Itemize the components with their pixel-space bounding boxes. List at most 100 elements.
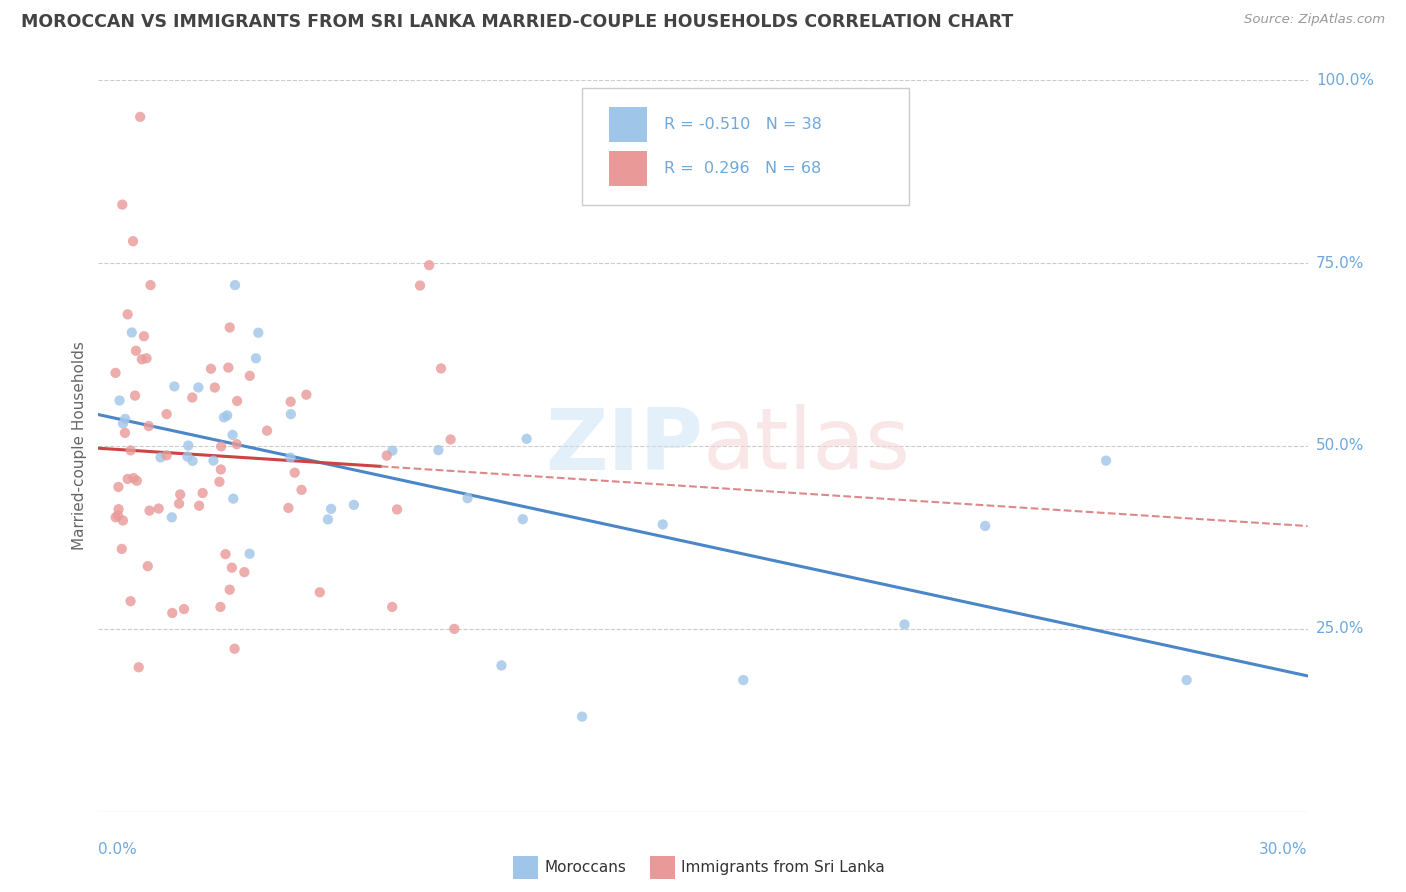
Point [651, 517, 673, 532]
Point [277, 500, 299, 515]
Point [308, 585, 330, 599]
Point [132, 329, 155, 343]
Point [120, 443, 142, 458]
Point [516, 432, 538, 446]
Point [381, 443, 404, 458]
Point [1175, 673, 1198, 687]
Point [108, 393, 131, 408]
Point [280, 394, 302, 409]
Point [217, 360, 239, 375]
Point [224, 278, 246, 293]
Bar [609, 107, 647, 143]
Point [733, 673, 755, 687]
Point [319, 501, 342, 516]
Text: 75.0%: 75.0% [1316, 256, 1364, 270]
Point [512, 512, 534, 526]
Point [160, 510, 183, 524]
Point [156, 448, 179, 462]
Point [169, 487, 191, 501]
Point [316, 512, 339, 526]
Point [893, 617, 915, 632]
Point [139, 278, 162, 293]
Point [430, 361, 453, 376]
Bar [609, 152, 647, 186]
Text: 100.0%: 100.0% [1316, 73, 1374, 87]
Point [290, 483, 312, 497]
Point [214, 547, 236, 561]
Point [173, 602, 195, 616]
Point [125, 343, 148, 358]
Point [202, 453, 225, 467]
Text: atlas: atlas [703, 404, 911, 488]
Point [188, 499, 211, 513]
Point [491, 658, 513, 673]
Point [221, 560, 243, 574]
Point [120, 594, 142, 608]
Point [209, 599, 232, 614]
Text: R =  0.296   N = 68: R = 0.296 N = 68 [664, 161, 821, 177]
Point [208, 475, 231, 489]
Point [226, 394, 249, 409]
Text: 0.0%: 0.0% [98, 842, 138, 857]
Point [181, 391, 204, 405]
Point [124, 389, 146, 403]
Point [1095, 453, 1118, 467]
Point [247, 326, 270, 340]
Point [138, 419, 160, 434]
Point [375, 449, 398, 463]
Point [121, 326, 143, 340]
Point [385, 502, 408, 516]
Point [233, 565, 256, 579]
Point [245, 351, 267, 366]
Point [427, 443, 450, 458]
Point [104, 366, 127, 380]
Point [225, 437, 247, 451]
Y-axis label: Married-couple Households: Married-couple Households [72, 342, 87, 550]
Point [114, 412, 136, 426]
Point [284, 466, 307, 480]
Text: 30.0%: 30.0% [1260, 842, 1308, 857]
Point [122, 471, 145, 485]
Point [418, 258, 440, 272]
Point [129, 110, 152, 124]
Point [138, 503, 160, 517]
Point [136, 559, 159, 574]
Point [117, 307, 139, 321]
Point [239, 368, 262, 383]
Point [381, 599, 404, 614]
Point [177, 438, 200, 452]
Point [191, 486, 214, 500]
Point [122, 234, 145, 248]
Point [104, 510, 127, 524]
Point [149, 450, 172, 465]
Point [974, 519, 997, 533]
Point [128, 660, 150, 674]
Point [148, 501, 170, 516]
Point [295, 387, 318, 401]
Point [181, 454, 204, 468]
Point [278, 450, 301, 465]
Point [209, 462, 232, 476]
Point [107, 502, 129, 516]
Text: MOROCCAN VS IMMIGRANTS FROM SRI LANKA MARRIED-COUPLE HOUSEHOLDS CORRELATION CHAR: MOROCCAN VS IMMIGRANTS FROM SRI LANKA MA… [21, 13, 1014, 31]
Point [167, 497, 190, 511]
Point [217, 409, 239, 423]
FancyBboxPatch shape [582, 87, 908, 204]
Point [280, 407, 302, 421]
Point [221, 428, 243, 442]
Point [343, 498, 366, 512]
Text: 25.0%: 25.0% [1316, 622, 1364, 636]
Point [200, 361, 222, 376]
Point [212, 410, 235, 425]
Text: ZIP: ZIP [546, 404, 703, 488]
Point [239, 547, 262, 561]
Point [218, 320, 240, 334]
Point [256, 424, 278, 438]
Point [111, 541, 134, 556]
Point [111, 417, 134, 431]
Point [163, 379, 186, 393]
Point [443, 622, 465, 636]
Point [187, 380, 209, 394]
Point [457, 491, 479, 505]
Point [111, 514, 134, 528]
